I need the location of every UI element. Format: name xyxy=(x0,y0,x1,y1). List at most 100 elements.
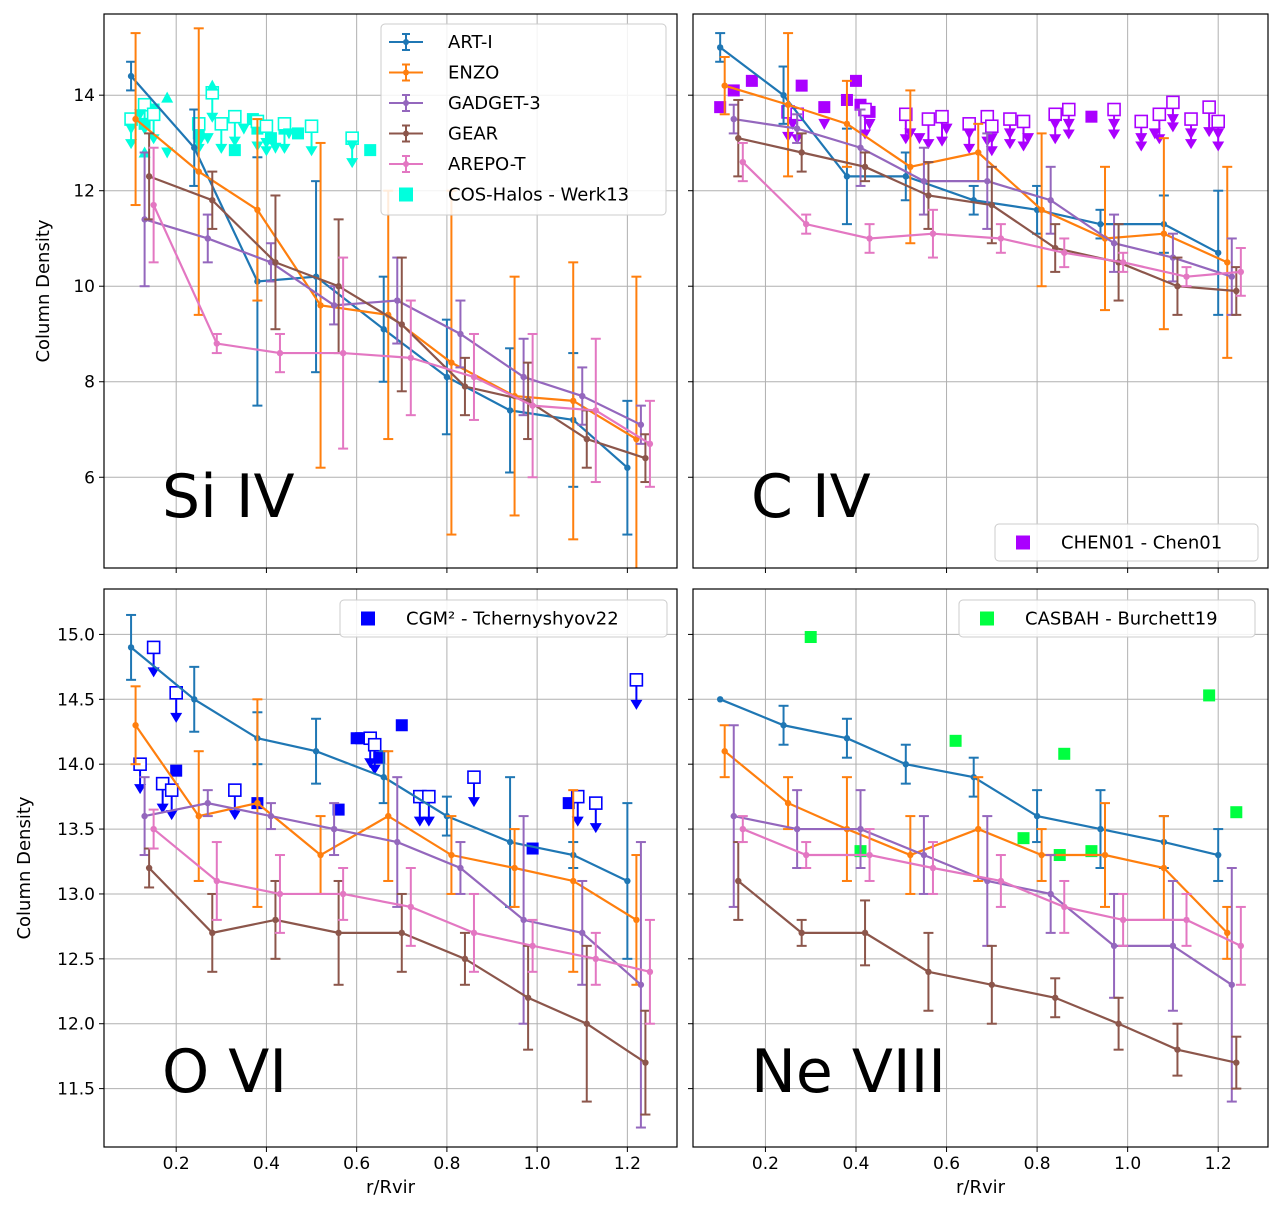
obs-upper-limit-triangle xyxy=(963,128,976,140)
data-point xyxy=(407,903,415,911)
panel-si-iv: 6 8 10 12 14 Column Density Si IV ART-I ENZO GADG… xyxy=(33,13,678,573)
data-point xyxy=(335,283,342,290)
obs-upper-limit-triangle xyxy=(1166,114,1179,126)
obs-upper-limit-triangle xyxy=(282,128,295,140)
data-point xyxy=(317,302,324,309)
obs-upper-limit-marker xyxy=(367,737,382,752)
legend-label: GEAR xyxy=(448,124,498,145)
limit-arrow-head xyxy=(985,146,998,157)
data-point xyxy=(984,177,991,185)
series-enzo xyxy=(719,724,1233,960)
data-point xyxy=(843,120,851,128)
obs-detection-marker xyxy=(949,734,962,747)
obs-upper-limit-triangle xyxy=(1148,128,1161,140)
data-point xyxy=(646,968,654,976)
obs-upper-limit-triangle xyxy=(1108,118,1121,130)
obs-upper-limit-marker xyxy=(1166,95,1180,110)
limit-arrow-head xyxy=(134,784,147,795)
data-point xyxy=(524,994,532,1001)
obs-lower-limit-triangle xyxy=(206,79,219,91)
legend-label: COS-Halos - Werk13 xyxy=(448,185,629,206)
data-point xyxy=(209,929,216,937)
limit-arrow-head xyxy=(125,139,138,150)
series-gear xyxy=(733,98,1242,316)
obs-detection-marker xyxy=(849,74,862,87)
data-point xyxy=(721,748,728,755)
data-point xyxy=(132,115,139,123)
data-point xyxy=(1183,916,1190,924)
obs-upper-limit-triangle xyxy=(161,147,174,159)
legend-box xyxy=(994,523,1259,562)
data-point xyxy=(317,851,324,859)
data-point xyxy=(1160,230,1168,237)
legend-box xyxy=(958,599,1256,638)
x-tick-label: 0.8 xyxy=(1024,1154,1051,1174)
data-point xyxy=(380,326,387,333)
data-point xyxy=(339,890,347,898)
data-point xyxy=(213,340,220,347)
data-point xyxy=(145,864,153,872)
data-point xyxy=(1110,942,1118,950)
data-point xyxy=(520,373,527,381)
obs-upper-limit-marker xyxy=(467,770,481,784)
data-point xyxy=(529,402,536,409)
legend-marker xyxy=(361,611,375,626)
data-point xyxy=(1224,259,1231,266)
limit-arrow-head xyxy=(1203,127,1216,138)
data-point xyxy=(195,168,202,175)
legend-label: CASBAH - Burchett19 xyxy=(1025,609,1218,630)
data-point xyxy=(925,968,932,976)
obs-detection-marker xyxy=(1230,806,1243,819)
ion-label: Si IV xyxy=(162,462,295,532)
y-tick-label: 12.0 xyxy=(57,1015,95,1035)
data-point xyxy=(520,916,527,924)
data-point xyxy=(866,851,873,859)
x-tick-label: 0.8 xyxy=(433,1154,460,1174)
axes-frame xyxy=(692,13,1269,569)
data-point xyxy=(583,435,590,443)
obs-upper-limit-triangle xyxy=(786,118,799,130)
obs-upper-limit-marker xyxy=(1016,114,1031,129)
ion-label: O VI xyxy=(162,1037,287,1107)
y-tick-label: 14.0 xyxy=(57,755,95,775)
obs-upper-limit-marker xyxy=(164,783,179,797)
data-point xyxy=(461,955,469,963)
series-line xyxy=(134,724,637,921)
data-point xyxy=(1033,812,1041,820)
data-point xyxy=(276,890,284,898)
data-point xyxy=(637,981,645,988)
data-point xyxy=(380,773,387,781)
limit-arrow-head xyxy=(1003,139,1016,150)
series-art-i xyxy=(715,32,1224,316)
data-point xyxy=(716,696,724,703)
limit-arrow-head xyxy=(368,764,381,775)
data-point xyxy=(1061,903,1068,911)
limit-arrow-head xyxy=(364,758,377,769)
limit-arrow-head xyxy=(963,143,976,154)
obs-upper-limit-marker xyxy=(304,119,319,134)
data-point xyxy=(975,149,982,156)
y-tick-label: 8 xyxy=(84,373,95,393)
limit-arrow-head xyxy=(156,803,169,814)
limit-arrow-head xyxy=(467,797,480,808)
obs-upper-limit-triangle xyxy=(134,109,147,121)
data-point xyxy=(529,942,536,950)
data-point xyxy=(448,359,455,366)
series-arepo-t xyxy=(148,146,655,488)
data-point xyxy=(1119,916,1127,924)
data-point xyxy=(1228,981,1235,988)
legend: CGM² - Tchernyshyov22 xyxy=(339,599,668,638)
obs-upper-limit-marker xyxy=(921,112,936,126)
y-tick-label: 13.5 xyxy=(57,820,95,840)
data-point xyxy=(570,397,577,405)
obs-upper-limit-marker xyxy=(1184,112,1198,126)
obs-upper-limit-marker xyxy=(985,119,999,134)
limit-arrow-head xyxy=(170,712,183,723)
obs-detection-marker xyxy=(332,803,345,816)
data-point xyxy=(127,72,135,80)
data-point xyxy=(716,44,724,51)
limit-arrow-head xyxy=(630,699,643,710)
data-point xyxy=(646,440,654,448)
limit-arrow-head xyxy=(1017,141,1030,152)
limit-arrow-head xyxy=(1049,134,1062,145)
